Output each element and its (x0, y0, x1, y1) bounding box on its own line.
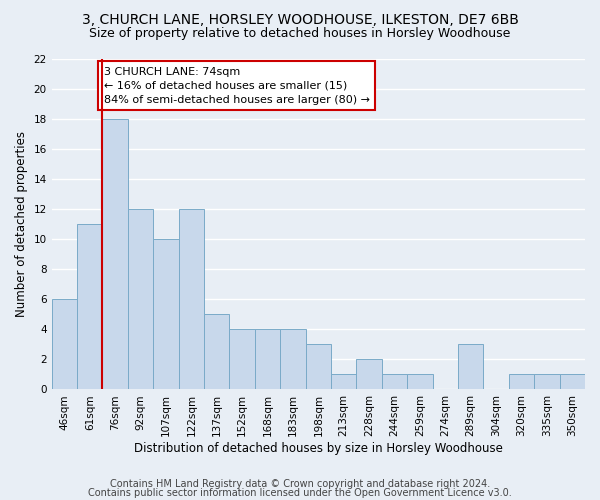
Y-axis label: Number of detached properties: Number of detached properties (15, 131, 28, 317)
Bar (52, 300, 77, 390)
Bar (331, 374, 356, 390)
Text: Contains HM Land Registry data © Crown copyright and database right 2024.: Contains HM Land Registry data © Crown c… (110, 479, 490, 489)
Bar (204, 314, 229, 390)
Bar (128, 209, 153, 390)
Bar (407, 374, 433, 390)
X-axis label: Distribution of detached houses by size in Horsley Woodhouse: Distribution of detached houses by size … (134, 442, 503, 455)
Bar (560, 374, 585, 390)
Bar (77, 224, 103, 390)
Bar (179, 209, 204, 390)
Bar (356, 360, 382, 390)
Text: 3, CHURCH LANE, HORSLEY WOODHOUSE, ILKESTON, DE7 6BB: 3, CHURCH LANE, HORSLEY WOODHOUSE, ILKES… (82, 12, 518, 26)
Bar (255, 330, 280, 390)
Bar (153, 240, 179, 390)
Bar (458, 344, 484, 390)
Text: Size of property relative to detached houses in Horsley Woodhouse: Size of property relative to detached ho… (89, 28, 511, 40)
Bar (382, 374, 407, 390)
Bar (229, 330, 255, 390)
Bar (280, 330, 305, 390)
Bar (509, 374, 534, 390)
Text: 3 CHURCH LANE: 74sqm
← 16% of detached houses are smaller (15)
84% of semi-detac: 3 CHURCH LANE: 74sqm ← 16% of detached h… (104, 66, 370, 104)
Bar (103, 119, 128, 390)
Bar (305, 344, 331, 390)
Bar (534, 374, 560, 390)
Text: Contains public sector information licensed under the Open Government Licence v3: Contains public sector information licen… (88, 488, 512, 498)
